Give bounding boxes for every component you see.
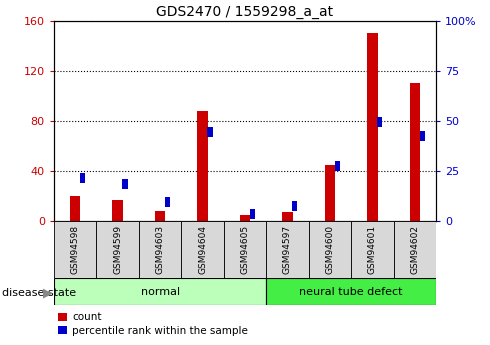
Bar [335,161,340,171]
Bar [54,278,266,305]
Bar [266,221,309,278]
Bar [293,201,297,211]
Text: GSM94601: GSM94601 [368,225,377,275]
Bar [377,117,382,127]
Bar [70,196,80,221]
Bar [309,221,351,278]
Bar [181,221,224,278]
Bar [282,212,293,221]
Text: GSM94600: GSM94600 [325,225,335,275]
Text: GSM94599: GSM94599 [113,225,122,275]
Text: GSM94602: GSM94602 [410,225,419,274]
Bar [240,215,250,221]
Bar [165,197,170,207]
Bar [393,221,436,278]
Bar [207,127,213,137]
Bar [54,221,97,278]
Bar [139,221,181,278]
Bar [80,173,85,183]
Text: ▶: ▶ [43,286,53,299]
Text: GSM94597: GSM94597 [283,225,292,275]
Bar [250,209,255,219]
Text: GSM94603: GSM94603 [155,225,165,275]
Bar [324,165,335,221]
Text: GSM94605: GSM94605 [241,225,249,275]
Bar [410,83,420,221]
Bar [197,111,208,221]
Bar [97,221,139,278]
Bar [112,199,123,221]
Bar [367,33,378,221]
Text: normal: normal [141,287,180,297]
Text: GDS2470 / 1559298_a_at: GDS2470 / 1559298_a_at [156,5,334,19]
Bar [224,221,266,278]
Bar [420,131,425,141]
Text: disease state: disease state [2,288,76,297]
Bar [266,278,436,305]
Text: GSM94598: GSM94598 [71,225,80,275]
Bar [351,221,393,278]
Legend: count, percentile rank within the sample: count, percentile rank within the sample [54,308,252,340]
Text: neural tube defect: neural tube defect [299,287,403,297]
Bar [155,211,165,221]
Bar [122,179,127,189]
Text: GSM94604: GSM94604 [198,225,207,274]
